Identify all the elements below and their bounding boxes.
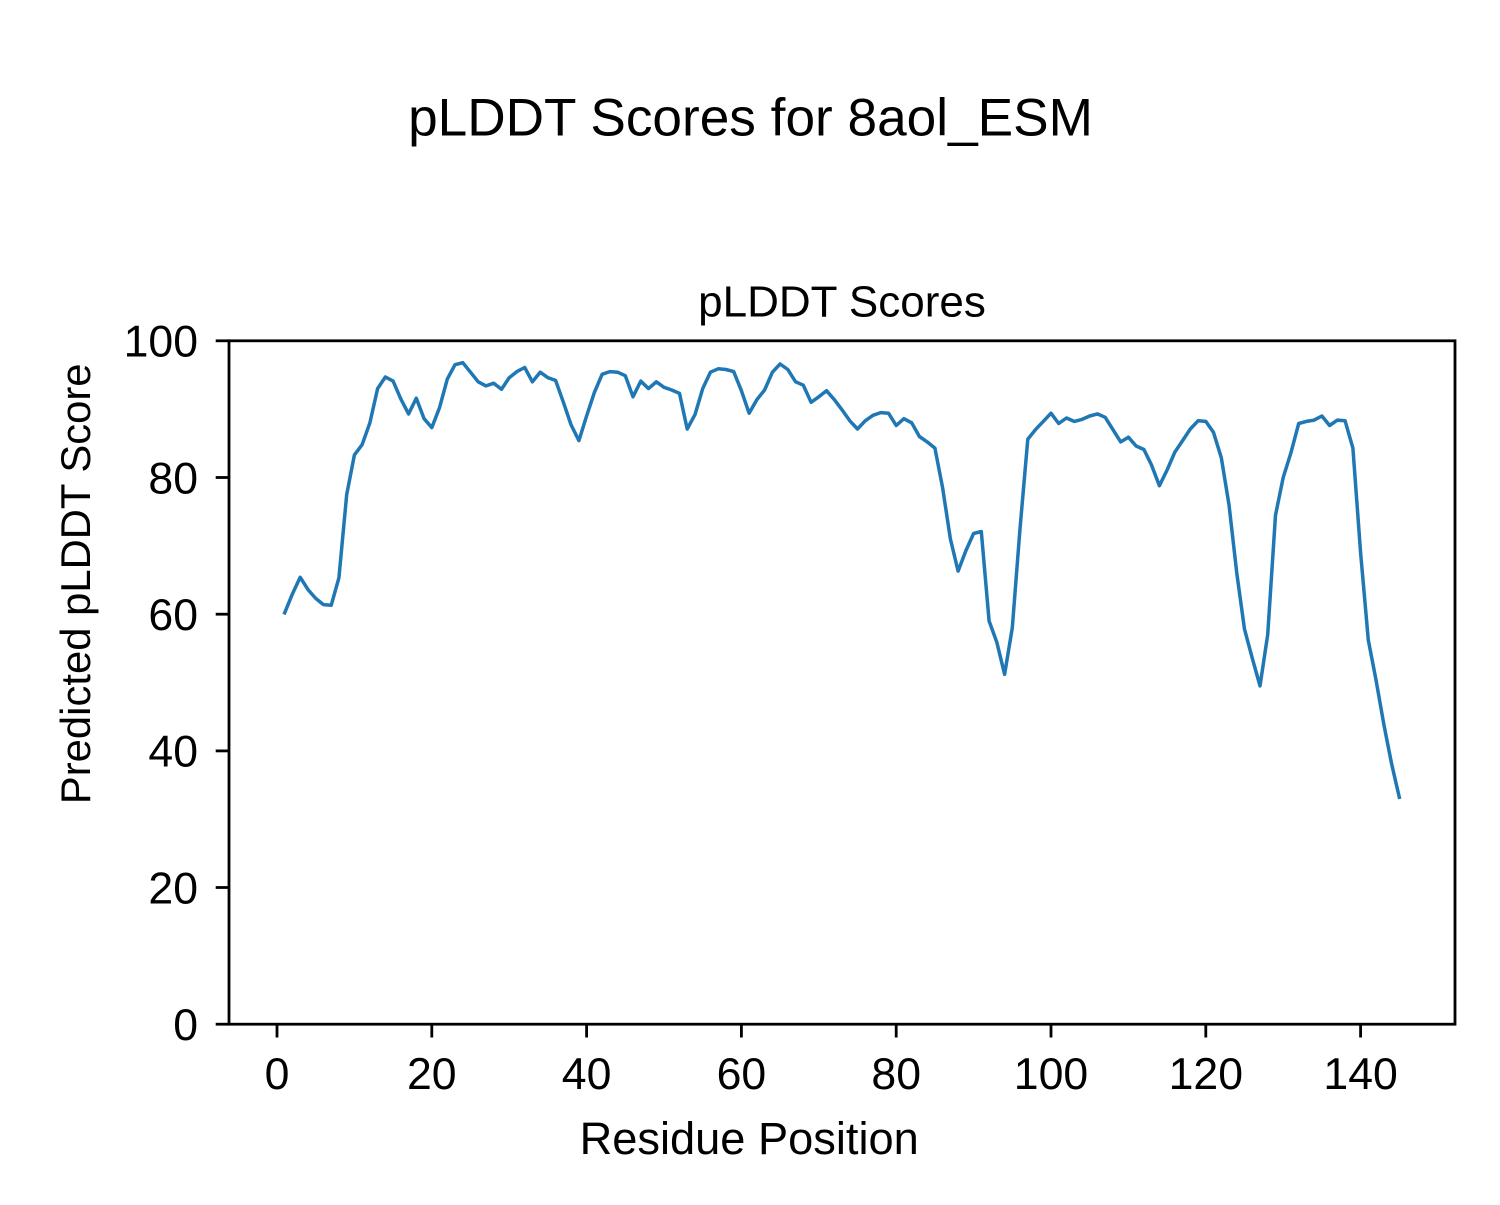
svg-text:40: 40 <box>562 1050 612 1099</box>
svg-text:80: 80 <box>871 1050 921 1099</box>
svg-text:20: 20 <box>148 864 198 913</box>
svg-text:60: 60 <box>717 1050 767 1099</box>
svg-text:80: 80 <box>148 454 198 503</box>
svg-text:100: 100 <box>1014 1050 1088 1099</box>
svg-text:0: 0 <box>265 1050 290 1099</box>
svg-text:120: 120 <box>1169 1050 1243 1099</box>
svg-text:Predicted pLDDT Score: Predicted pLDDT Score <box>52 363 99 804</box>
svg-text:Residue Position: Residue Position <box>580 1113 919 1164</box>
svg-text:pLDDT Scores for 8aol_ESM: pLDDT Scores for 8aol_ESM <box>408 89 1093 148</box>
svg-text:100: 100 <box>124 318 198 367</box>
svg-text:0: 0 <box>173 1001 198 1050</box>
svg-text:40: 40 <box>148 728 198 777</box>
svg-text:20: 20 <box>407 1050 457 1099</box>
svg-text:60: 60 <box>148 591 198 640</box>
svg-text:140: 140 <box>1323 1050 1397 1099</box>
svg-text:pLDDT Scores: pLDDT Scores <box>698 278 986 327</box>
